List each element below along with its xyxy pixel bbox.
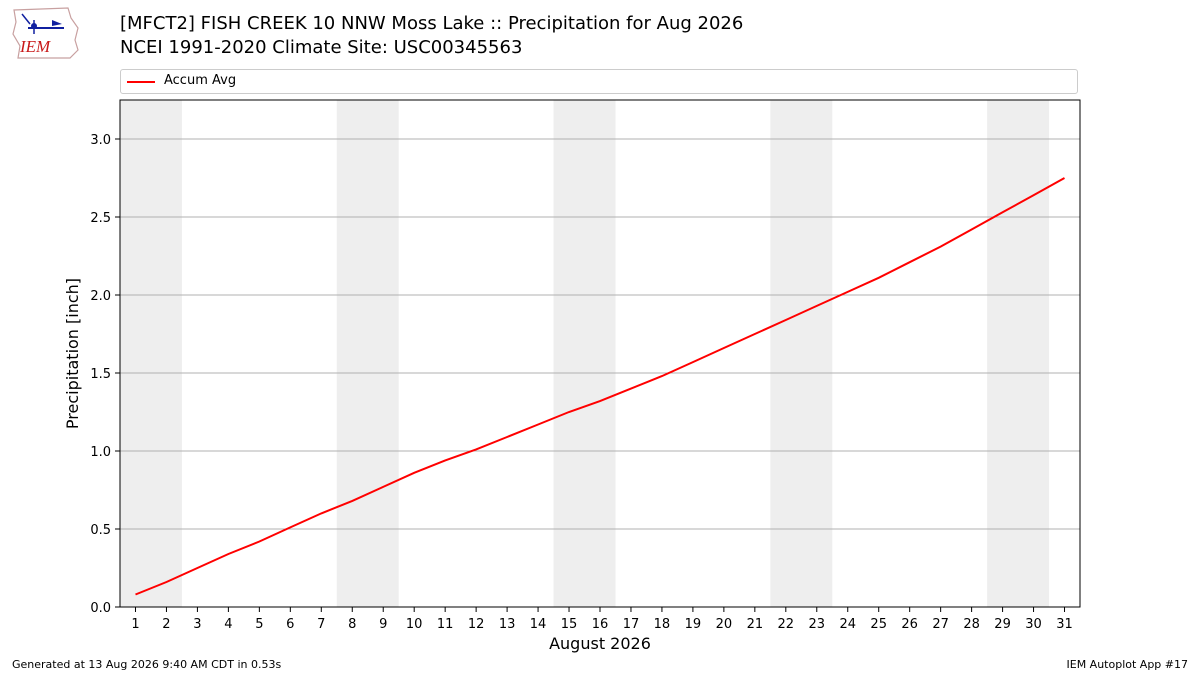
chart-title-block: [MFCT2] FISH CREEK 10 NNW Moss Lake :: P… [120,12,743,60]
x-tick-label: 6 [286,617,294,632]
chart-subtitle: NCEI 1991-2020 Climate Site: USC00345563 [120,37,523,58]
y-tick-label: 1.5 [90,367,111,382]
x-tick-label: 15 [561,617,578,632]
x-tick-label: 12 [468,617,485,632]
y-tick-label: 3.0 [90,133,111,148]
x-tick-label: 30 [1025,617,1042,632]
x-tick-label: 9 [379,617,387,632]
weekend-band [770,100,833,607]
y-axis-label: Precipitation [inch] [63,278,82,429]
x-axis-label: August 2026 [549,634,651,653]
weekend-band [553,100,616,607]
x-tick-label: 10 [406,617,423,632]
x-tick-label: 4 [224,617,232,632]
weekend-band [120,100,182,607]
footer-app: IEM Autoplot App #17 [1066,658,1189,671]
x-tick-label: 31 [1056,617,1073,632]
x-tick-label: 26 [901,617,918,632]
x-tick-label: 14 [530,617,547,632]
x-tick-label: 21 [747,617,764,632]
logo-text: IEM [19,37,51,56]
iem-logo-icon: IEM [12,7,79,59]
weekend-band [336,100,399,607]
x-tick-label: 11 [437,617,454,632]
legend: Accum Avg [120,69,1078,94]
x-tick-label: 8 [348,617,356,632]
x-tick-label: 25 [870,617,887,632]
y-tick-label: 0.0 [90,601,111,616]
weekend-band [987,100,1050,607]
legend-swatch [127,81,155,83]
y-tick-label: 2.0 [90,289,111,304]
x-tick-label: 13 [499,617,516,632]
x-tick-label: 3 [193,617,201,632]
y-tick-label: 1.0 [90,445,111,460]
series-line-accum-avg [135,177,1065,596]
x-tick-label: 16 [592,617,609,632]
chart-title: [MFCT2] FISH CREEK 10 NNW Moss Lake :: P… [120,13,744,34]
x-tick-label: 1 [131,617,139,632]
footer-generated: Generated at 13 Aug 2026 9:40 AM CDT in … [12,658,282,671]
y-tick-label: 2.5 [90,211,111,226]
legend-label: Accum Avg [164,73,237,88]
y-tick-label: 0.5 [90,523,111,538]
x-tick-label: 22 [778,617,795,632]
x-tick-label: 19 [685,617,702,632]
x-tick-label: 17 [623,617,640,632]
x-tick-label: 20 [716,617,733,632]
x-tick-label: 23 [809,617,826,632]
x-tick-label: 2 [162,617,170,632]
x-tick-label: 18 [654,617,671,632]
x-tick-label: 24 [839,617,856,632]
x-tick-label: 7 [317,617,325,632]
x-tick-label: 29 [994,617,1011,632]
x-tick-label: 27 [932,617,949,632]
x-tick-label: 28 [963,617,980,632]
x-tick-label: 5 [255,617,263,632]
